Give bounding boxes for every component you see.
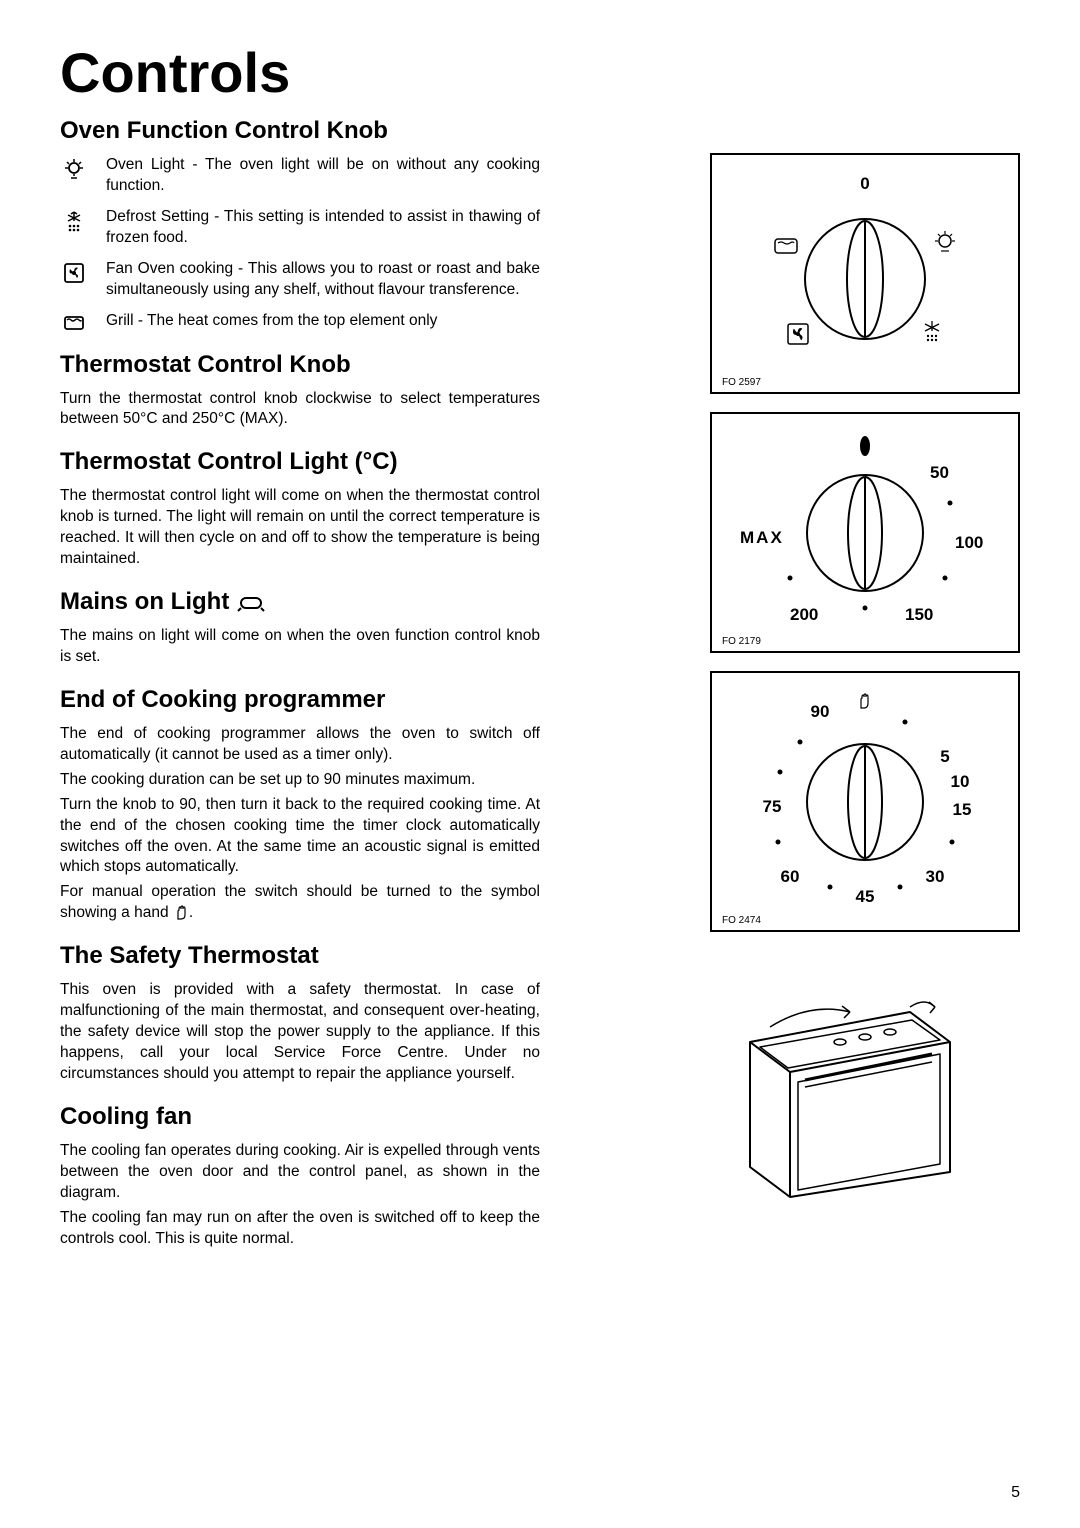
svg-text:100: 100 bbox=[955, 533, 983, 552]
svg-text:45: 45 bbox=[856, 887, 875, 906]
svg-text:150: 150 bbox=[905, 605, 933, 624]
page-title: Controls bbox=[60, 40, 1020, 105]
function-grill-text: Grill - The heat comes from the top elem… bbox=[106, 311, 437, 332]
end-cooking-p1: The end of cooking programmer allows the… bbox=[60, 724, 540, 766]
end-cooking-p2: The cooking duration can be set up to 90… bbox=[60, 770, 540, 791]
diagram-code: FO 2474 bbox=[722, 915, 1008, 926]
grill-icon bbox=[60, 311, 88, 333]
svg-text:30: 30 bbox=[926, 867, 945, 886]
cooling-p2: The cooling fan may run on after the ove… bbox=[60, 1208, 540, 1250]
svg-text:90: 90 bbox=[811, 702, 830, 721]
svg-text:MAX: MAX bbox=[740, 528, 784, 547]
hand-icon bbox=[173, 905, 189, 921]
cooling-heading: Cooling fan bbox=[60, 1103, 540, 1131]
function-item-grill: Grill - The heat comes from the top elem… bbox=[60, 311, 540, 333]
function-item-defrost: Defrost Setting - This setting is intend… bbox=[60, 207, 540, 249]
end-cooking-heading: End of Cooking programmer bbox=[60, 686, 540, 714]
mains-light-text: The mains on light will come on when the… bbox=[60, 626, 540, 668]
diagram-code: FO 2597 bbox=[722, 377, 1008, 388]
function-item-fan: Fan Oven cooking - This allows you to ro… bbox=[60, 259, 540, 301]
page-number: 5 bbox=[1011, 1484, 1020, 1502]
function-fan-text: Fan Oven cooking - This allows you to ro… bbox=[106, 259, 540, 301]
thermostat-knob-text: Turn the thermostat control knob clockwi… bbox=[60, 389, 540, 431]
function-dial-diagram: 0 FO 2597 bbox=[710, 153, 1020, 394]
dial-zero-label: 0 bbox=[860, 174, 869, 193]
svg-text:75: 75 bbox=[763, 797, 782, 816]
function-item-light: Oven Light - The oven light will be on w… bbox=[60, 155, 540, 197]
safety-heading: The Safety Thermostat bbox=[60, 942, 540, 970]
function-defrost-text: Defrost Setting - This setting is intend… bbox=[106, 207, 540, 249]
diagram-code: FO 2179 bbox=[722, 636, 1008, 647]
svg-text:10: 10 bbox=[951, 772, 970, 791]
light-icon bbox=[60, 155, 88, 181]
thermostat-knob-heading: Thermostat Control Knob bbox=[60, 351, 540, 379]
end-cooking-p4: For manual operation the switch should b… bbox=[60, 882, 540, 924]
timer-dial-diagram: 90 5 10 15 30 45 60 75 FO 2474 bbox=[710, 671, 1020, 932]
fan-icon bbox=[60, 259, 88, 285]
content-columns: Oven Function Control Knob Oven Light - … bbox=[60, 113, 1020, 1253]
function-light-text: Oven Light - The oven light will be on w… bbox=[106, 155, 540, 197]
thermostat-light-heading: Thermostat Control Light (°C) bbox=[60, 448, 540, 476]
svg-text:15: 15 bbox=[953, 800, 972, 819]
svg-text:5: 5 bbox=[940, 747, 949, 766]
right-column: 0 FO 2597 50 bbox=[580, 113, 1020, 1253]
thermostat-light-text: The thermostat control light will come o… bbox=[60, 486, 540, 570]
end-cooking-p3: Turn the knob to 90, then turn it back t… bbox=[60, 795, 540, 879]
svg-text:50: 50 bbox=[930, 463, 949, 482]
svg-text:60: 60 bbox=[781, 867, 800, 886]
temperature-dial-diagram: 50 100 150 200 MAX FO 2179 bbox=[710, 412, 1020, 653]
mains-light-icon bbox=[237, 592, 265, 612]
defrost-icon bbox=[60, 207, 88, 233]
mains-light-heading: Mains on Light bbox=[60, 588, 540, 616]
safety-text: This oven is provided with a safety ther… bbox=[60, 980, 540, 1085]
svg-text:200: 200 bbox=[790, 605, 818, 624]
oven-function-heading: Oven Function Control Knob bbox=[60, 117, 540, 145]
cooling-p1: The cooling fan operates during cooking.… bbox=[60, 1141, 540, 1204]
left-column: Oven Function Control Knob Oven Light - … bbox=[60, 113, 540, 1253]
oven-diagram bbox=[710, 972, 1020, 1207]
